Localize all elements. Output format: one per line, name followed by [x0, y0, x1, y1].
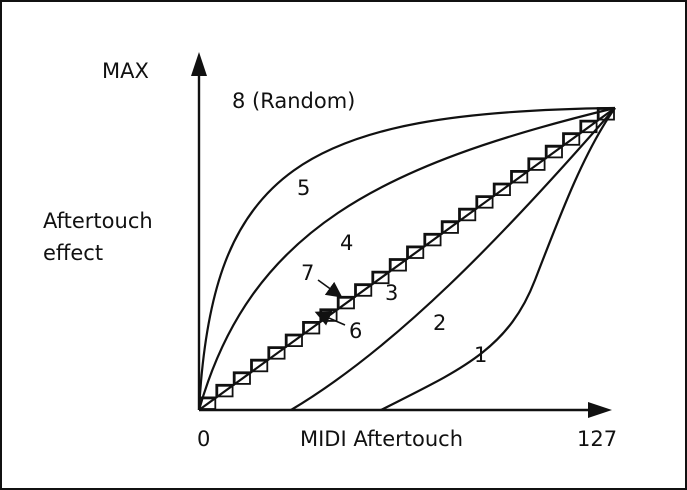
curve-7-pointer: [317, 279, 343, 298]
curve-8-label: 8 (Random): [232, 89, 355, 113]
staircase-step: [285, 334, 303, 348]
curve-1: [380, 107, 616, 411]
staircase-step: [476, 196, 494, 209]
curve-1-label: 1: [474, 343, 487, 367]
curve-5: [197, 106, 616, 411]
curve-2: [290, 107, 616, 411]
curve-4: [197, 106, 616, 411]
staircase-step: [459, 208, 477, 222]
x-axis-min-label: 0: [197, 427, 210, 451]
staircase-path: [198, 107, 615, 410]
x-axis-arrow: [588, 402, 612, 418]
staircase-step: [337, 296, 355, 310]
staircase-step: [355, 284, 373, 297]
staircase-step: [563, 133, 581, 146]
staircase-step: [199, 397, 217, 410]
x-axis-max-label: 127: [577, 427, 617, 451]
staircase-step: [511, 170, 529, 184]
curve-7-label: 7: [301, 261, 314, 285]
staircase-step: [580, 120, 598, 134]
curve-4-label: 4: [340, 231, 353, 255]
y-axis-title-line2: effect: [43, 241, 103, 265]
curve-5-label: 5: [297, 176, 310, 200]
staircase-step: [441, 221, 459, 234]
y-axis-max-label: MAX: [102, 59, 149, 83]
curve-2-label: 2: [433, 311, 446, 335]
staircase-step: [303, 321, 321, 335]
x-axis-title: MIDI Aftertouch: [300, 427, 463, 451]
staircase-step: [545, 145, 563, 159]
staircase-step: [597, 108, 615, 121]
staircase-step: [424, 233, 442, 247]
y-axis-title-line1: Aftertouch: [43, 209, 153, 233]
staircase-step: [493, 183, 511, 197]
staircase-step: [216, 384, 234, 398]
curve-3-label: 3: [385, 281, 398, 305]
curve-6-pointer: [314, 310, 346, 326]
staircase-step: [233, 372, 251, 385]
staircase-step: [372, 271, 390, 285]
staircase-step: [407, 246, 425, 259]
staircase-step: [528, 158, 546, 171]
staircase-step: [268, 347, 286, 360]
staircase-step: [389, 259, 407, 272]
y-axis-arrow: [191, 52, 207, 76]
curve-7-staircase: [198, 107, 615, 410]
curve-6-label: 6: [349, 319, 362, 343]
staircase-step: [251, 359, 269, 373]
